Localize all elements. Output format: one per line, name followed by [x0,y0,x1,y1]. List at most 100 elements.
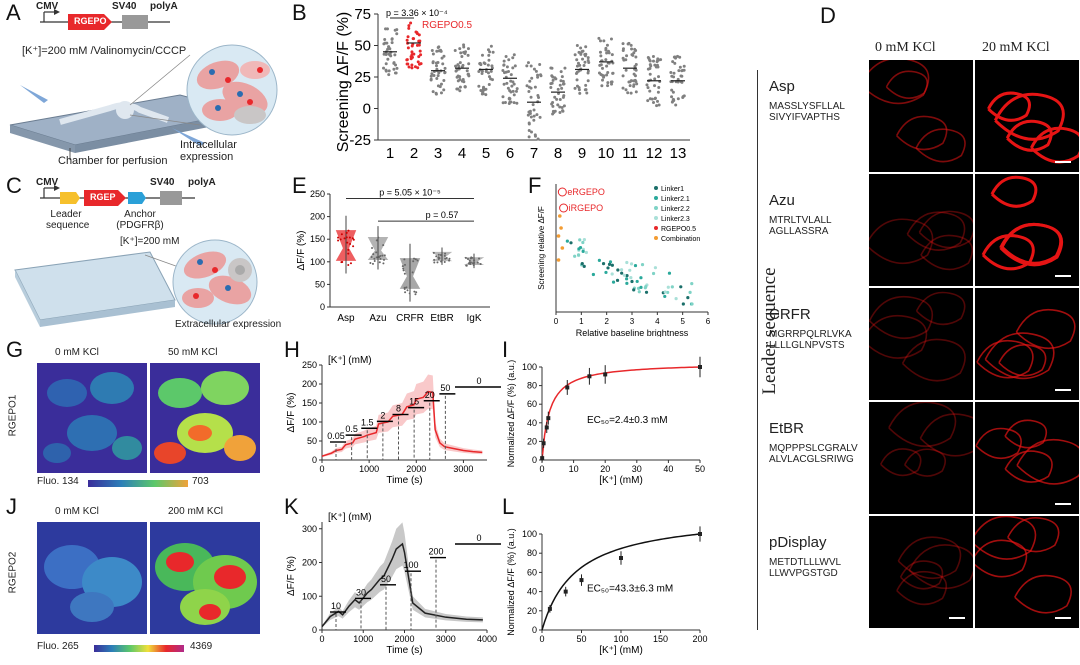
f-point [633,263,638,268]
chartH-xtick-label: 2000 [406,464,426,474]
e-point [479,262,482,265]
b-point [653,77,657,81]
b-point [477,70,481,74]
f-legend-marker [654,236,658,240]
b-point [633,64,637,68]
f-point [639,285,643,289]
b-ytick-label: 0 [363,101,371,118]
j-image-200mm [150,522,260,634]
b-point [406,35,410,39]
b-point [621,86,625,90]
b-point [578,91,582,95]
f-point [580,262,584,266]
panel-letter-d: D [820,3,836,28]
e-point [371,262,374,265]
chartL-xtick-label: 50 [576,634,586,644]
b-point [508,97,512,101]
e-point [448,257,451,260]
b-point [586,56,590,60]
e-point [347,229,350,232]
b-point [648,59,652,63]
f-legend-marker [654,206,658,210]
b-point [656,65,660,69]
b-point [650,97,654,101]
e-point [379,257,382,260]
b-point [439,82,443,86]
e-point [382,258,385,261]
b-point [561,109,565,113]
b-point [610,53,614,57]
f-point [625,281,629,285]
d-cell-membrane [975,516,1037,560]
b-point [556,103,560,107]
b-point [632,79,636,83]
f-legend-label: Combination [661,236,700,243]
b-point [559,70,563,74]
b-xtick-label: 12 [646,145,663,162]
d-row-seq1: MGRRPQLRLVKA [769,329,852,340]
b-point [628,84,632,88]
b-point [480,69,484,73]
b-point [479,63,483,67]
b-point [583,60,587,64]
leader-label: Leader sequence [46,209,90,231]
b-point [598,39,602,43]
b-point [605,43,609,47]
b-point [441,62,445,66]
b-point [505,81,509,85]
panel-g: 0 mM KCl 50 mM KCl RGEPO1 Fluo. 134 703 [0,335,280,495]
b-point [527,85,531,89]
b-point [407,65,411,69]
b-point [418,49,422,53]
j-side-label: RGEPO2 [7,551,19,594]
b-point [410,50,414,54]
b-point [680,69,684,73]
b-point [586,69,590,73]
j-col1-header: 0 mM KCl [55,506,99,517]
b-point [504,55,508,59]
polya-label: polyA [150,1,178,12]
e-point [378,261,381,264]
b-point [538,62,542,66]
b-point [456,63,460,67]
b-point [463,85,467,89]
chartI-ytick-label: 80 [527,381,537,391]
e-point [473,259,476,262]
b-point [442,79,446,83]
d-cell-membrane [975,427,1022,460]
e-point [413,290,416,293]
b-point [527,90,531,94]
d-cell-membrane [1014,574,1072,614]
chartH-xlabel: Time (s) [386,475,422,486]
f-point [611,280,616,284]
chartL-point [563,589,568,594]
rgepo-gene-arrow [68,14,112,30]
b-point [600,66,604,70]
b-point [651,55,655,59]
chartK-ytick-label: 100 [302,591,317,601]
d-row-seq2: LLWVPGSTGD [769,568,838,579]
b-point [634,90,638,94]
rgep-label: RGEP [90,192,116,202]
b-point [655,99,659,103]
e-pvalue-2: p = 0.57 [426,210,459,220]
chartL-point [698,532,702,536]
chartI-xlabel: [K⁺] (mM) [599,475,643,486]
b-point [382,66,386,70]
b-point [573,86,577,90]
b-point [582,63,586,67]
b-point [487,58,491,62]
b-point [534,69,538,73]
b-point [671,60,675,64]
e-point [377,236,380,239]
b-xtick-label: 1 [386,145,394,162]
b-point [429,74,433,78]
b-ytick-label: 50 [354,38,371,55]
b-point [442,88,446,92]
f-point [604,270,608,275]
d-row-name: pDisplay [769,534,827,551]
g-col1-header: 0 mM KCl [55,347,99,358]
d-image-20mm [975,288,1079,400]
leader-arrow [60,192,80,204]
b-point [656,57,660,61]
